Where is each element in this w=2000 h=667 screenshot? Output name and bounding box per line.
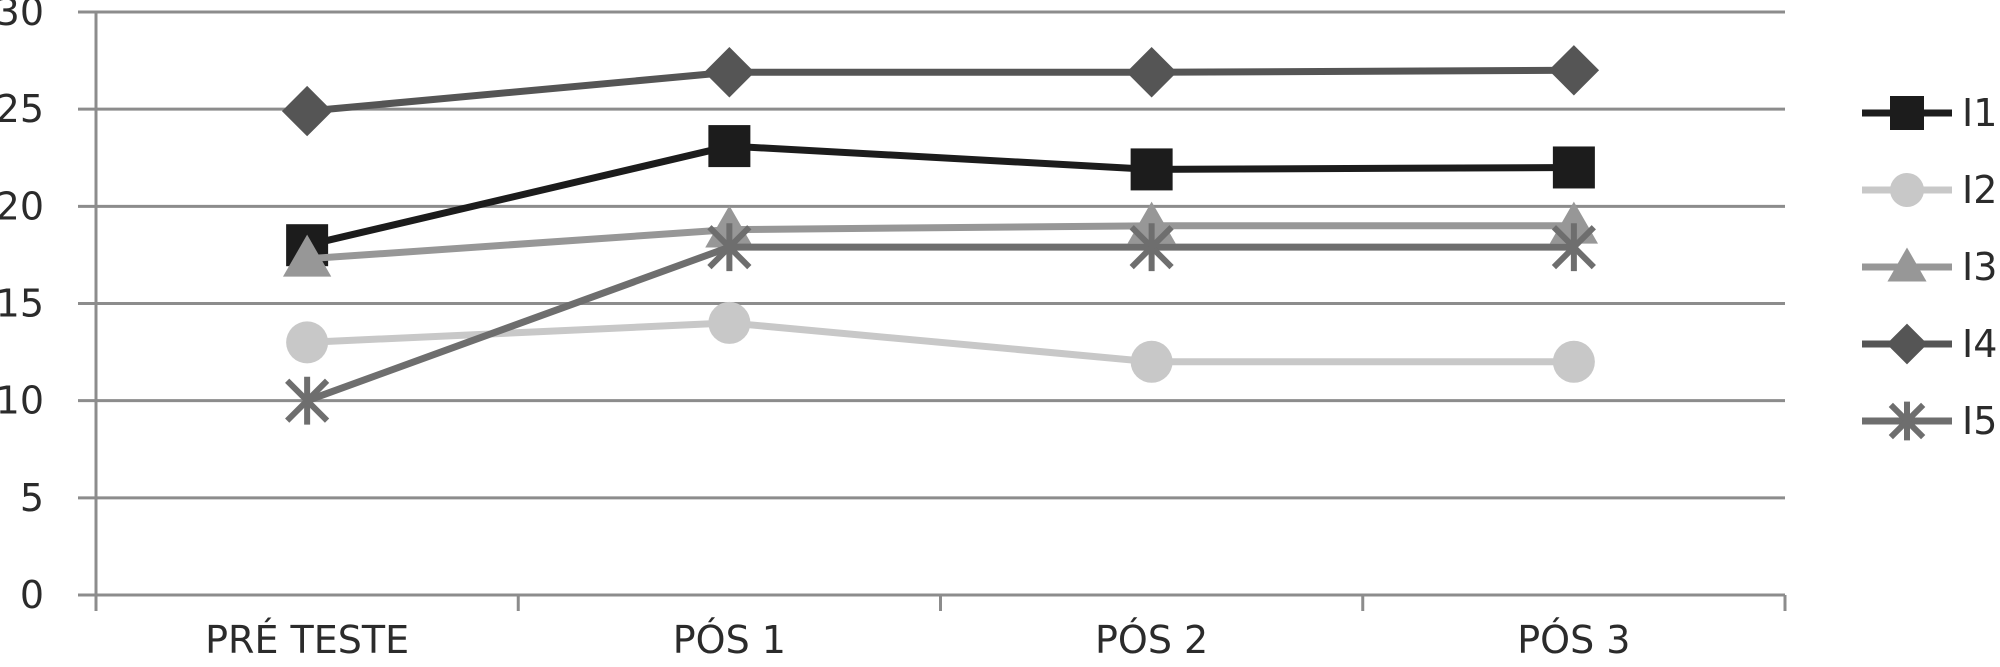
data-point-I5 [1551, 223, 1596, 272]
y-tick-label: 30 [0, 0, 44, 34]
data-point-I2 [708, 301, 751, 344]
series [281, 45, 1600, 425]
series-I4 [281, 45, 1600, 137]
x-tick-label: PÓS 3 [1517, 618, 1630, 662]
legend-marker-I5 [1888, 401, 1926, 441]
legend-item: I2 [1862, 168, 1997, 212]
legend-item: I3 [1862, 245, 1997, 289]
data-point-I2 [1130, 340, 1173, 383]
legend-label: I2 [1962, 168, 1997, 212]
series-line-I5 [305, 243, 1574, 404]
y-tick-label: 25 [0, 87, 44, 131]
data-point-I4 [704, 47, 755, 98]
data-point-I4 [1548, 45, 1600, 96]
series-I1 [286, 125, 1595, 267]
series-line-I2 [306, 319, 1574, 366]
x-tick-label: PÓS 1 [673, 618, 786, 662]
data-point-I2 [1552, 340, 1595, 383]
series-line-I4 [306, 66, 1574, 115]
y-tick-label: 20 [0, 184, 44, 228]
data-point-I1 [1552, 146, 1595, 189]
x-tick-label: PÓS 2 [1095, 618, 1208, 662]
axes: 0 5 10 15 20 25 30 PRÉ TESTE PÓS 1 PÓS 2 PÓS 3 [0, 0, 1787, 662]
legend-marker-I3 [1887, 247, 1927, 282]
data-point-I1 [708, 125, 751, 168]
legend-item: I4 [1862, 322, 1997, 366]
y-tick-label: 5 [20, 476, 44, 520]
data-point-I2 [286, 321, 329, 364]
y-tick-label: 10 [0, 379, 44, 423]
x-tick-label: PRÉ TESTE [205, 618, 409, 662]
series-I5 [285, 223, 1596, 425]
legend-label: I4 [1962, 322, 1997, 366]
data-point-I5 [707, 223, 752, 272]
legend: I1 I2 I3 I4 I5 [1862, 91, 1997, 443]
series-I2 [286, 301, 1595, 383]
y-tick-label: 0 [20, 573, 44, 617]
legend-label: I3 [1962, 245, 1997, 289]
legend-marker-I2 [1890, 173, 1924, 207]
legend-item: I1 [1862, 91, 1997, 135]
grid [78, 10, 1785, 597]
legend-item: I5 [1862, 399, 1997, 443]
y-tick-label: 15 [0, 282, 44, 326]
series-line-I1 [306, 142, 1574, 249]
legend-label: I1 [1962, 91, 1997, 135]
data-point-I5 [285, 376, 330, 425]
series-I3 [282, 201, 1599, 277]
legend-marker-I1 [1890, 96, 1924, 130]
data-point-I3 [282, 234, 332, 277]
legend-label: I5 [1962, 399, 1997, 443]
data-point-I5 [1129, 223, 1174, 272]
legend-marker-I4 [1886, 323, 1928, 365]
data-point-I1 [1130, 148, 1173, 191]
series-line-I3 [306, 222, 1574, 263]
data-point-I4 [281, 85, 333, 137]
data-point-I4 [1126, 47, 1177, 98]
